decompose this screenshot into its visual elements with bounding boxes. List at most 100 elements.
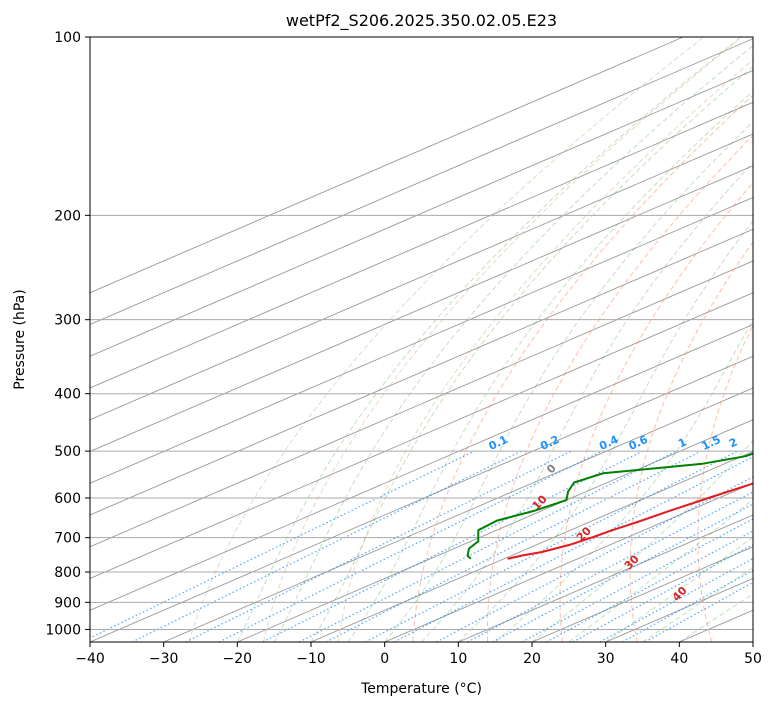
moist-adiabat-lines — [236, 37, 753, 642]
mixing-ratio-line — [393, 456, 753, 642]
x-tick-label: 10 — [449, 651, 467, 667]
dry-adiabat-line — [629, 241, 753, 642]
y-tick-label: 300 — [54, 313, 81, 329]
mixing-ratio-line — [546, 530, 753, 642]
plot-frame — [89, 36, 754, 643]
mixing-ratio-line — [90, 450, 475, 639]
dry-adiabat-line — [337, 59, 753, 642]
moist-adiabat-line — [236, 37, 742, 642]
x-axis-ticks: −40 −30 −20 −10 0 10 20 30 40 50 — [75, 642, 762, 667]
mixing-ratio-line — [262, 450, 643, 642]
x-tick-label: 40 — [670, 651, 688, 667]
mixing-ratio-label: 0.1 — [487, 433, 510, 453]
mixing-ratio-line — [298, 450, 677, 642]
x-tick-label: −30 — [149, 651, 179, 667]
mixing-ratio-line — [365, 450, 738, 642]
mixing-ratio-line — [131, 450, 522, 642]
x-tick-label: 20 — [523, 651, 541, 667]
dry-adiabat-line — [764, 37, 775, 642]
mixing-ratio-line — [622, 569, 753, 642]
y-tick-label: 200 — [54, 208, 81, 224]
isotherm-grid — [90, 37, 753, 642]
isotherm-line — [90, 196, 753, 484]
x-axis-label: Temperature (°C) — [360, 681, 482, 697]
mixing-ratio-line — [436, 476, 753, 642]
moist-adiabat-line — [494, 318, 753, 642]
pressure-gridlines — [90, 37, 753, 630]
x-tick-label: −40 — [75, 651, 105, 667]
moist-adiabat-line — [457, 220, 753, 642]
moist-adiabat-line — [347, 90, 753, 642]
plot-area: -100-90-80-70-60-50-40-30-20-10 0.10.20.… — [90, 37, 775, 642]
moist-adiabat-line — [421, 161, 753, 642]
isotherm-line — [90, 260, 753, 548]
mixing-ratio-label: 0.4 — [597, 433, 620, 453]
dry-adiabat-line — [188, 37, 705, 642]
mixing-ratio-label: 2 — [727, 435, 739, 450]
isotherm-line — [90, 38, 753, 325]
moist-adiabat-line — [568, 498, 753, 642]
y-tick-label: 500 — [54, 444, 81, 460]
mixing-ratio-label: 0.2 — [538, 433, 561, 453]
y-tick-label: 800 — [54, 565, 81, 581]
sounding-profiles — [466, 452, 753, 560]
mixing-ratio-line — [467, 491, 753, 642]
y-axis-label: Pressure (hPa) — [12, 289, 28, 389]
y-tick-label: 1000 — [45, 622, 81, 638]
isotherm-line — [752, 641, 753, 642]
dry-adiabat-line — [697, 323, 753, 642]
isotherm-line — [163, 387, 753, 642]
moist-adiabat-line — [310, 65, 753, 642]
isotherm-line — [90, 101, 753, 389]
mixing-ratio-lines — [90, 450, 753, 642]
isotherm-line — [605, 578, 753, 642]
y-tick-label: 100 — [54, 30, 81, 46]
isotherm-line — [90, 228, 753, 516]
isotherm-line — [90, 355, 753, 642]
mixing-ratio-line — [599, 557, 753, 642]
moist-adiabat-line — [273, 45, 753, 642]
y-tick-label: 600 — [54, 491, 81, 507]
dry-adiabat-line — [263, 37, 743, 642]
isotherm-line — [90, 133, 753, 421]
y-tick-label: 400 — [54, 387, 81, 403]
mixing-ratio-line — [644, 581, 753, 642]
mixing-ratio-line — [325, 450, 702, 642]
dry-adiabat-lines — [188, 37, 775, 642]
y-tick-label: 900 — [54, 595, 81, 611]
x-tick-label: 0 — [380, 651, 389, 667]
mixing-ratio-line — [218, 450, 603, 642]
moist-adiabat-line — [679, 593, 753, 642]
mixing-ratio-line — [492, 503, 753, 642]
dry-adiabat-line — [487, 134, 753, 642]
mixing-ratio-line — [572, 543, 753, 642]
x-tick-label: −10 — [296, 651, 326, 667]
moist-adiabat-line — [605, 536, 753, 642]
y-axis-ticks: 100 200 300 400 500 600 700 800 900 1000 — [45, 30, 90, 638]
theta-label: 30 — [622, 552, 642, 572]
isotherm-line — [90, 165, 753, 452]
moist-adiabat-line — [384, 121, 753, 642]
chart-title: wetPf2_S206.2025.350.02.05.E23 — [286, 11, 557, 31]
theta-label: 40 — [670, 584, 690, 604]
temperature-profile — [507, 482, 753, 560]
isotherm-line — [90, 37, 684, 294]
x-tick-label: 30 — [597, 651, 615, 667]
dry-adiabat-line — [559, 181, 753, 642]
x-tick-label: −20 — [223, 651, 253, 667]
isotherm-line — [90, 69, 753, 357]
mixing-ratio-label: 3 — [758, 435, 770, 450]
mixing-ratio-labels: 0.10.20.40.611.52346810131620253036 — [487, 433, 770, 453]
mixing-ratio-label: 1.5 — [700, 433, 723, 453]
isotherm-line — [90, 292, 753, 579]
dry-adiabat-line — [412, 94, 753, 642]
dewpoint-profile — [466, 452, 753, 560]
isotherm-line — [310, 450, 753, 642]
y-tick-label: 700 — [54, 531, 81, 547]
moist-adiabat-line — [531, 439, 753, 642]
mixing-ratio-line — [185, 450, 572, 642]
isotherm-line — [458, 514, 753, 642]
mixing-ratio-label: 0.6 — [627, 433, 650, 453]
